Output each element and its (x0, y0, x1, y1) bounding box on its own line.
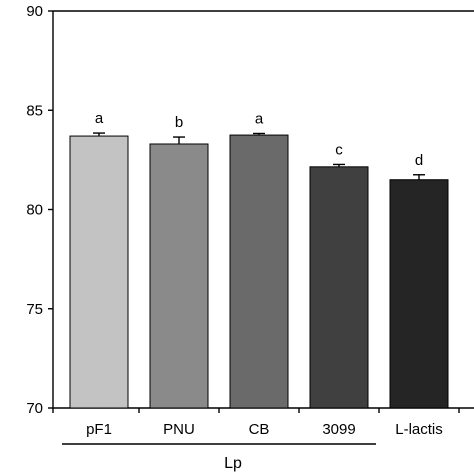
bars (69, 134, 449, 409)
y-tick-label: 75 (26, 301, 43, 318)
significance-labels: a b a c d (95, 110, 423, 169)
category-label-PNU: PNU (163, 421, 195, 438)
significance-label-3099: c (335, 141, 343, 158)
y-tick-label: 70 (26, 400, 43, 417)
category-label-CB: CB (249, 421, 270, 438)
bar-3099 (309, 166, 369, 409)
group-bracket: Lp (62, 443, 376, 472)
significance-label-PNU: b (175, 114, 183, 131)
category-label-3099: 3099 (322, 421, 355, 438)
significance-label-CB: a (255, 110, 264, 127)
y-tick-label: 90 (26, 3, 43, 20)
category-labels: pF1 PNU CB 3099 L-lactis (86, 421, 443, 438)
category-label-pF1: pF1 (86, 421, 112, 438)
bar-PNU (149, 143, 209, 409)
significance-label-pF1: a (95, 110, 104, 127)
group-label: Lp (224, 455, 242, 472)
error-bars (93, 132, 425, 180)
category-label-L-lactis: L-lactis (395, 421, 443, 438)
y-tick-label: 80 (26, 202, 43, 219)
bar-pF1 (69, 135, 129, 409)
y-tick-label: 85 (26, 102, 43, 119)
y-ticks: 70 75 80 85 90 (26, 3, 53, 417)
bar-L-lactis (389, 179, 449, 409)
bar-CB (229, 134, 289, 409)
significance-label-L-lactis: d (415, 152, 423, 169)
